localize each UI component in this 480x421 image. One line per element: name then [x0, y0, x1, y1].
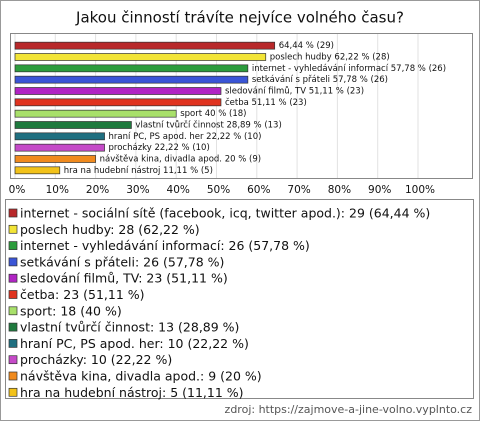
value-label: 64,44 % (29) — [279, 41, 334, 51]
value-label: sledování filmů, TV 51,11 % (23) — [225, 86, 364, 97]
value-label: sport 40 % (18) — [180, 109, 246, 119]
legend-swatch — [8, 273, 18, 283]
legend-label: internet - sociální sítě (facebook, icq,… — [20, 206, 430, 221]
legend-label: sledování filmů, TV: 23 (51,11 %) — [20, 271, 228, 286]
bar — [14, 109, 177, 118]
value-label: vlastní tvůrčí činnost 28,89 % (13) — [135, 120, 281, 131]
legend-frame — [5, 199, 474, 399]
value-label: návštěva kina, divadla apod. 20 % (9) — [100, 154, 261, 165]
legend-label: četba: 23 (51,11 %) — [20, 287, 145, 302]
legend-swatch — [8, 371, 18, 381]
legend-label: setkávání s přáteli: 26 (57,78 %) — [20, 254, 224, 269]
bar — [14, 75, 249, 84]
value-label: četba 51,11 % (23) — [225, 97, 307, 108]
value-label: poslech hudby 62,22 % (28) — [270, 53, 390, 63]
chart-title: Jakou činností trávíte nejvíce volného č… — [75, 9, 404, 27]
legend-label: hraní PC, PS apod. her: 10 (22,22 %) — [20, 336, 249, 351]
x-tick-label: 10% — [46, 184, 69, 196]
x-tick-label: 40% — [167, 184, 190, 196]
legend-swatch — [8, 322, 18, 332]
bar — [14, 132, 105, 141]
x-tick-label: 20% — [86, 184, 109, 196]
bar — [14, 98, 222, 107]
bar — [14, 121, 132, 129]
x-tick-label: 60% — [247, 184, 270, 196]
plot-frame — [10, 33, 473, 179]
legend-label: vlastní tvůrčí činnost: 13 (28,89 %) — [20, 320, 239, 335]
x-tick-label: 30% — [126, 184, 149, 196]
value-label: internet - vyhledávání informací 57,78 %… — [252, 64, 446, 74]
legend-swatch — [8, 387, 18, 397]
bar — [14, 166, 61, 175]
value-label: hra na hudební nástroj 11,11 % (5) — [64, 166, 213, 176]
legend-swatch — [8, 257, 18, 267]
x-tick-label: 80% — [328, 184, 351, 196]
bar — [14, 41, 276, 50]
bar — [14, 64, 249, 73]
x-tick-label: 100% — [405, 184, 435, 196]
legend-swatch — [8, 339, 18, 348]
legend-swatch — [8, 208, 18, 218]
bar — [14, 53, 267, 61]
bar — [14, 143, 105, 152]
legend-swatch — [8, 355, 18, 365]
bar — [14, 155, 96, 163]
value-label: hraní PC, PS apod. her 22,22 % (10) — [109, 132, 262, 142]
x-tick-label: 50% — [207, 184, 230, 196]
x-tick-label: 90% — [368, 184, 391, 196]
value-label: procházky 22,22 % (10) — [109, 143, 210, 153]
legend-swatch — [8, 224, 18, 234]
value-label: setkávání s přáteli 57,78 % (26) — [252, 75, 388, 85]
legend-swatch — [8, 290, 18, 299]
legend-label: sport: 18 (40 %) — [20, 303, 122, 318]
legend-swatch — [8, 306, 18, 316]
legend-label: poslech hudby: 28 (62,22 %) — [20, 222, 200, 237]
legend-label: hra na hudební nástroj: 5 (11,11 %) — [20, 385, 244, 400]
bar — [14, 87, 222, 95]
legend-label: návštěva kina, divadla apod.: 9 (20 %) — [20, 369, 262, 384]
legend-swatch — [8, 241, 18, 250]
legend-label: procházky: 10 (22,22 %) — [20, 352, 172, 367]
legend-label: internet - vyhledávání informací: 26 (57… — [20, 238, 310, 253]
x-tick-label: 0% — [9, 184, 26, 196]
x-tick-label: 70% — [287, 184, 310, 196]
source: zdroj: https://zajmove-a-jine-volno.vypl… — [225, 403, 473, 416]
